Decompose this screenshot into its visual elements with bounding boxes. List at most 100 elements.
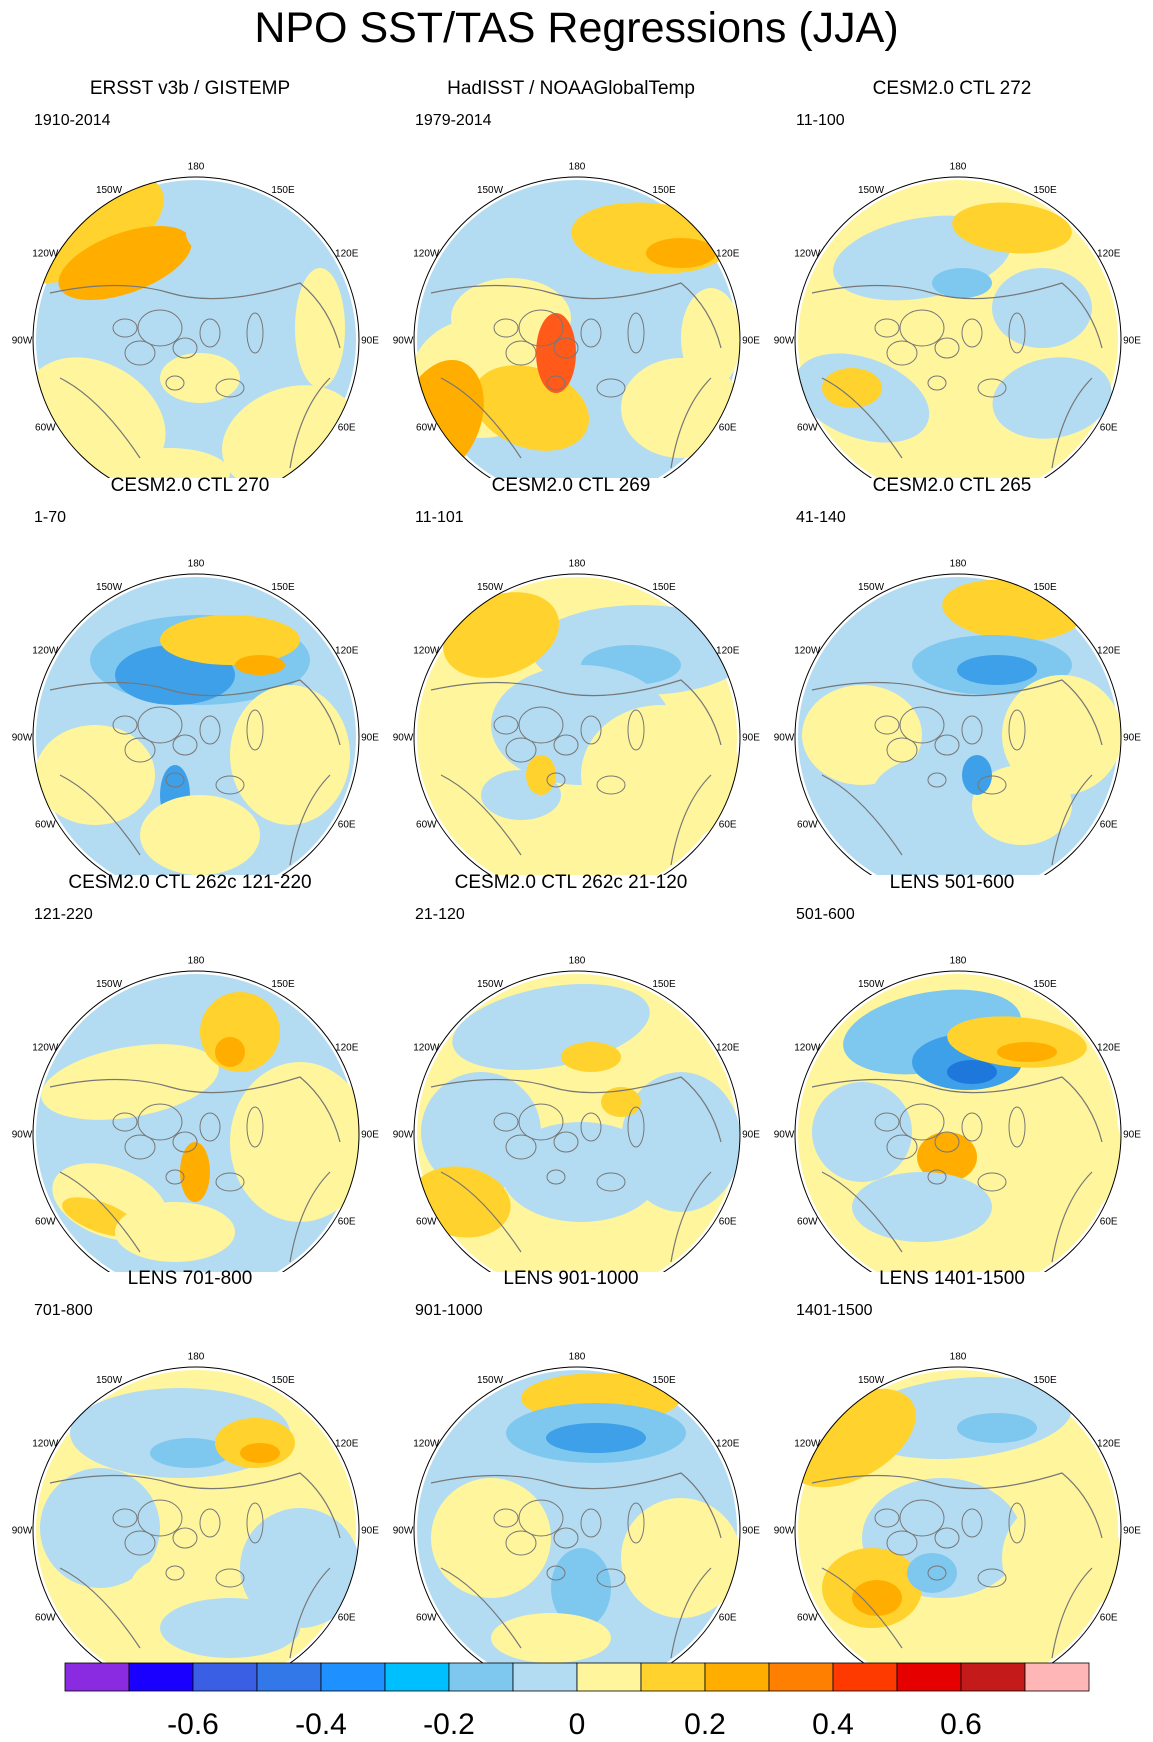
longitude-label: 60E: [338, 1217, 356, 1228]
longitude-label: 120E: [716, 1043, 740, 1054]
anomaly-region: [526, 755, 556, 795]
coastline: [977, 1568, 1007, 1588]
colorbar-box: [640, 1662, 706, 1692]
panel-period: 1910-2014: [34, 112, 111, 129]
longitude-label: 150W: [96, 1375, 123, 1386]
anomaly-region: [235, 655, 285, 675]
panel-title: CESM2.0 CTL 265: [872, 475, 1032, 496]
longitude-label: 150E: [271, 979, 295, 990]
longitude-label: 150W: [477, 582, 504, 593]
coastline: [518, 1103, 564, 1141]
anomaly-region: [240, 1508, 359, 1628]
coastline: [112, 1112, 138, 1132]
coastline: [886, 737, 918, 763]
coastline: [49, 679, 341, 866]
longitude-label: 120W: [794, 1439, 821, 1450]
colorbar-label: -0.2: [423, 1708, 475, 1741]
coastline: [49, 1076, 341, 1263]
coastline: [596, 1568, 626, 1588]
map-boundary: [413, 970, 741, 1272]
anomaly-region: [992, 357, 1112, 439]
coastline: [886, 1530, 918, 1556]
coastline: [430, 679, 722, 866]
coastline: [596, 1172, 626, 1192]
longitude-label: 120W: [794, 646, 821, 657]
coastline: [112, 318, 138, 338]
longitude-label: 120E: [1097, 1439, 1121, 1450]
coastline: [961, 318, 983, 348]
coastline: [49, 1472, 341, 1659]
anomaly-region: [681, 288, 740, 388]
longitude-label: 60W: [416, 1613, 437, 1624]
colorbar-box: [704, 1662, 770, 1692]
longitude-label: 90E: [1123, 336, 1141, 347]
polar-map: 180150E120E90E60E30E030W60W90W120W150W: [12, 956, 379, 1272]
colorbar: -0.6 -0.4 -0.2 0 0.2 0.4 0.6: [64, 1662, 1090, 1741]
longitude-label: 150W: [96, 979, 123, 990]
colorbar-box: [960, 1662, 1026, 1692]
colorbar-label: 0.4: [812, 1708, 854, 1741]
colorbar-box: [896, 1662, 962, 1692]
coastline: [124, 737, 156, 763]
coastline: [961, 1508, 983, 1538]
coastline: [493, 318, 519, 338]
panel-period: 1-70: [34, 509, 67, 526]
longitude-label: 120E: [335, 646, 359, 657]
longitude-label: 60E: [719, 1217, 737, 1228]
map-panel: 180150E120E90E60E30E030W60W90W120W150WCE…: [381, 475, 761, 875]
coastline: [505, 1134, 537, 1160]
anomaly-region: [41, 1044, 219, 1120]
longitude-label: 90E: [361, 1130, 379, 1141]
longitude-label: 90W: [774, 1130, 795, 1141]
anomaly-region: [852, 1580, 902, 1616]
longitude-label: 120E: [716, 249, 740, 260]
longitude-label: 60E: [338, 1613, 356, 1624]
anomaly-region: [997, 1042, 1057, 1062]
polar-map: 180150E120E90E60E30E030W60W90W120W150W: [774, 1352, 1141, 1668]
coastline: [246, 709, 264, 751]
coastline: [246, 312, 264, 354]
coastline: [874, 1112, 900, 1132]
longitude-label: 60W: [416, 820, 437, 831]
colorbar-box: [64, 1662, 130, 1692]
map-boundary: [32, 573, 360, 875]
map-panel: 180150E120E90E60E30E030W60W90W120W150WHa…: [381, 78, 761, 478]
anomaly-region: [442, 592, 560, 678]
coastline: [961, 715, 983, 745]
longitude-label: 60E: [719, 820, 737, 831]
anomaly-region: [215, 1037, 245, 1067]
coastline: [137, 309, 183, 347]
polar-map: 180150E120E90E60E30E030W60W90W120W150W: [12, 1352, 379, 1668]
coastline: [165, 772, 185, 788]
colorbar-box: [832, 1662, 898, 1692]
coastline: [199, 318, 221, 348]
map-boundary: [32, 176, 360, 478]
coastline: [215, 775, 245, 795]
coastline: [546, 1169, 566, 1185]
coastline: [172, 1527, 198, 1549]
longitude-label: 90W: [774, 1526, 795, 1537]
anomaly-region: [812, 1082, 912, 1182]
longitude-label: 120E: [335, 1439, 359, 1450]
longitude-label: 90E: [361, 1526, 379, 1537]
polar-map: 180150E120E90E60E30E030W60W90W120W150W: [774, 956, 1141, 1272]
coastline: [430, 1472, 722, 1659]
panel-title: LENS 701-800: [127, 1268, 253, 1289]
coastline: [961, 1112, 983, 1142]
coastline: [886, 1134, 918, 1160]
coastline: [1008, 312, 1026, 354]
coastline: [580, 1508, 602, 1538]
longitude-label: 90W: [12, 1130, 33, 1141]
longitude-label: 120W: [32, 249, 59, 260]
coastline: [493, 715, 519, 735]
coastline: [553, 337, 579, 359]
map-boundary: [794, 970, 1122, 1272]
coastline: [112, 1508, 138, 1528]
colorbar-label: 0.2: [684, 1708, 726, 1741]
coastline: [172, 1131, 198, 1153]
longitude-label: 150E: [271, 185, 295, 196]
map-boundary: [794, 573, 1122, 875]
longitude-label: 60W: [797, 1217, 818, 1228]
longitude-label: 120W: [794, 1043, 821, 1054]
longitude-label: 60W: [35, 1217, 56, 1228]
